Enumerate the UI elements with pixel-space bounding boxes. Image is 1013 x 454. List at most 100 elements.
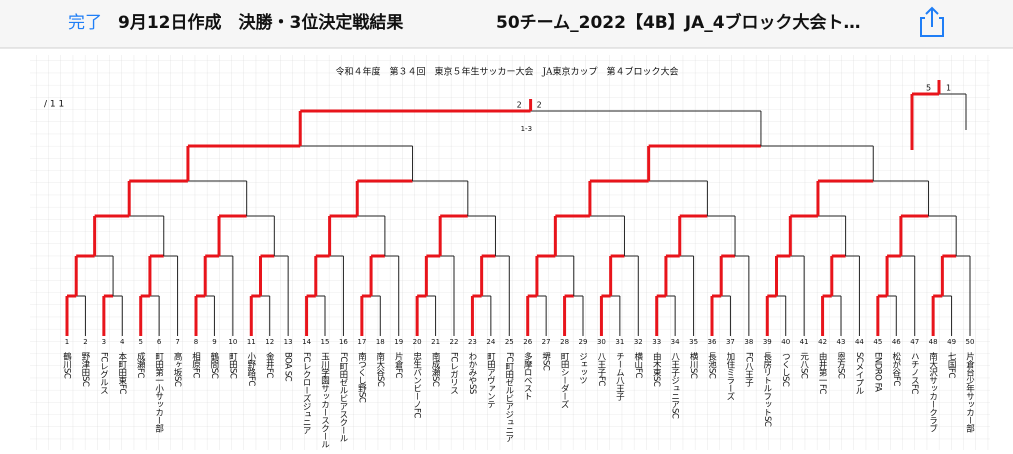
team-name: 町田SC [227, 352, 237, 379]
team-name: 金井FC [264, 351, 274, 378]
team-name: ハチノスFC [909, 352, 919, 394]
team-number: 2 [83, 338, 87, 346]
team-number: 42 [818, 338, 827, 346]
team-number: 34 [671, 338, 680, 346]
team-name: ENDRO FA [872, 352, 882, 392]
done-button[interactable]: 完了 [68, 13, 102, 33]
team-name: 松が谷FC [891, 351, 901, 386]
team-number: 48 [929, 338, 938, 346]
team-number: 40 [781, 338, 790, 346]
team-number: 39 [763, 338, 772, 346]
team-number: 26 [523, 338, 532, 346]
final-pk: 1-3 [521, 125, 532, 133]
team-name: 恩方SC [836, 352, 846, 379]
share-button[interactable] [920, 6, 944, 37]
doc-title-right: 50チーム_2022【4B】JA_4ブロック大会ト… [496, 12, 861, 33]
team-name: 鶴川SC [62, 351, 72, 378]
team-number: 46 [892, 338, 901, 346]
page-mark: / 1 1 [44, 100, 64, 110]
team-number: 16 [339, 338, 348, 346]
team-name: 横山FC [633, 351, 643, 378]
team-name: FC八王子 [743, 352, 753, 386]
team-number: 44 [855, 338, 864, 346]
team-number: 14 [302, 338, 311, 346]
team-name: 鶴間SC [209, 351, 219, 378]
doc-title-left: 9月12日作成 決勝・3位決定戦結果 [118, 12, 403, 33]
team-number: 50 [966, 338, 975, 346]
team-name: FCレグルス [98, 352, 108, 394]
team-name: 相原FC [191, 351, 201, 378]
team-number: 33 [652, 338, 661, 346]
team-number: 23 [468, 338, 477, 346]
team-name: 横川SC [688, 351, 698, 378]
team-number: 36 [708, 338, 717, 346]
team-name: FCレガリス [449, 352, 459, 394]
team-name: 南大谷SC [375, 351, 385, 386]
team-name: 片倉台少年サッカー部 [965, 351, 975, 433]
third-score-right: 1 [946, 84, 951, 93]
team-name: 七国FC [946, 352, 956, 378]
team-number: 17 [357, 338, 366, 346]
team-number: 31 [615, 338, 624, 346]
team-number: 7 [175, 338, 179, 346]
team-name: 町田第一小サッカー部 [154, 352, 164, 433]
team-number: 47 [910, 338, 919, 346]
team-number: 13 [284, 338, 293, 346]
team-number: 41 [800, 338, 809, 346]
team-name: 加住ミラーズ [725, 351, 735, 400]
team-name: 高ヶ坂SC [172, 351, 182, 386]
team-number: 19 [394, 338, 403, 346]
team-name: FC町田ゼルビアジュニア [504, 352, 514, 442]
team-name: FCレクローズジュニア [301, 352, 311, 434]
team-number: 12 [265, 338, 274, 346]
team-name: FC町田ゼルビアスクール [338, 352, 348, 442]
team-name: 多摩ロベスト [522, 351, 532, 400]
team-name: 元八SC [799, 352, 809, 379]
toolbar [0, 0, 1013, 48]
team-name: 八王子FC [596, 352, 606, 386]
team-number: 22 [450, 338, 459, 346]
team-number: 8 [194, 338, 198, 346]
team-name: 長池SC [707, 352, 717, 379]
bracket: 1 鶴川SC 2 野津田SC 3 FCレグルス 4 本町田東FC 5 成瀬FC 6 町田第一小サッカー… [62, 80, 975, 448]
team-name: 忠生バンビーノFC [412, 352, 422, 418]
final-score-right: 2 [537, 101, 542, 110]
team-name: わかみやSS [467, 352, 477, 394]
team-name: 町田シーダーズ [559, 352, 569, 408]
team-number: 28 [560, 338, 569, 346]
team-name: ジェッツ [578, 352, 588, 384]
sheet-title: 令和４年度 第３４回 東京５年生サッカー大会 JA東京カップ 第４ブロック大会 [335, 66, 678, 78]
team-number: 27 [542, 338, 551, 346]
team-number: 49 [947, 338, 956, 346]
team-number: 10 [228, 338, 237, 346]
team-name: 片倉FC [393, 351, 403, 378]
team-name: 野津田SC [80, 352, 90, 387]
final-score-left: 2 [517, 101, 522, 110]
graph-paper [30, 55, 990, 450]
team-name: 南成瀬SC [430, 351, 440, 386]
team-name: 小野路FC [246, 351, 256, 386]
team-number: 20 [413, 338, 422, 346]
team-name: 玉川学園サッカースクール [320, 352, 330, 448]
team-number: 6 [157, 338, 162, 346]
team-number: 45 [873, 338, 882, 346]
team-name: 由木東SC [651, 351, 661, 386]
team-number: 38 [744, 338, 753, 346]
team-number: 43 [837, 338, 846, 346]
team-number: 25 [505, 338, 514, 346]
team-number: 37 [726, 338, 735, 346]
team-name: 由井第一FC [817, 351, 827, 394]
team-number: 15 [321, 338, 330, 346]
team-name: 町田アヴァンテ [485, 352, 495, 408]
team-number: 21 [431, 338, 440, 346]
team-number: 24 [486, 338, 495, 346]
team-name: BOA SC [283, 352, 293, 382]
third-score-left: 5 [926, 84, 931, 93]
team-number: 35 [689, 338, 698, 346]
team-number: 9 [212, 338, 216, 346]
team-name: つくしSC [780, 352, 790, 387]
team-number: 1 [65, 338, 69, 346]
team-number: 4 [120, 338, 125, 346]
team-number: 3 [102, 338, 106, 346]
